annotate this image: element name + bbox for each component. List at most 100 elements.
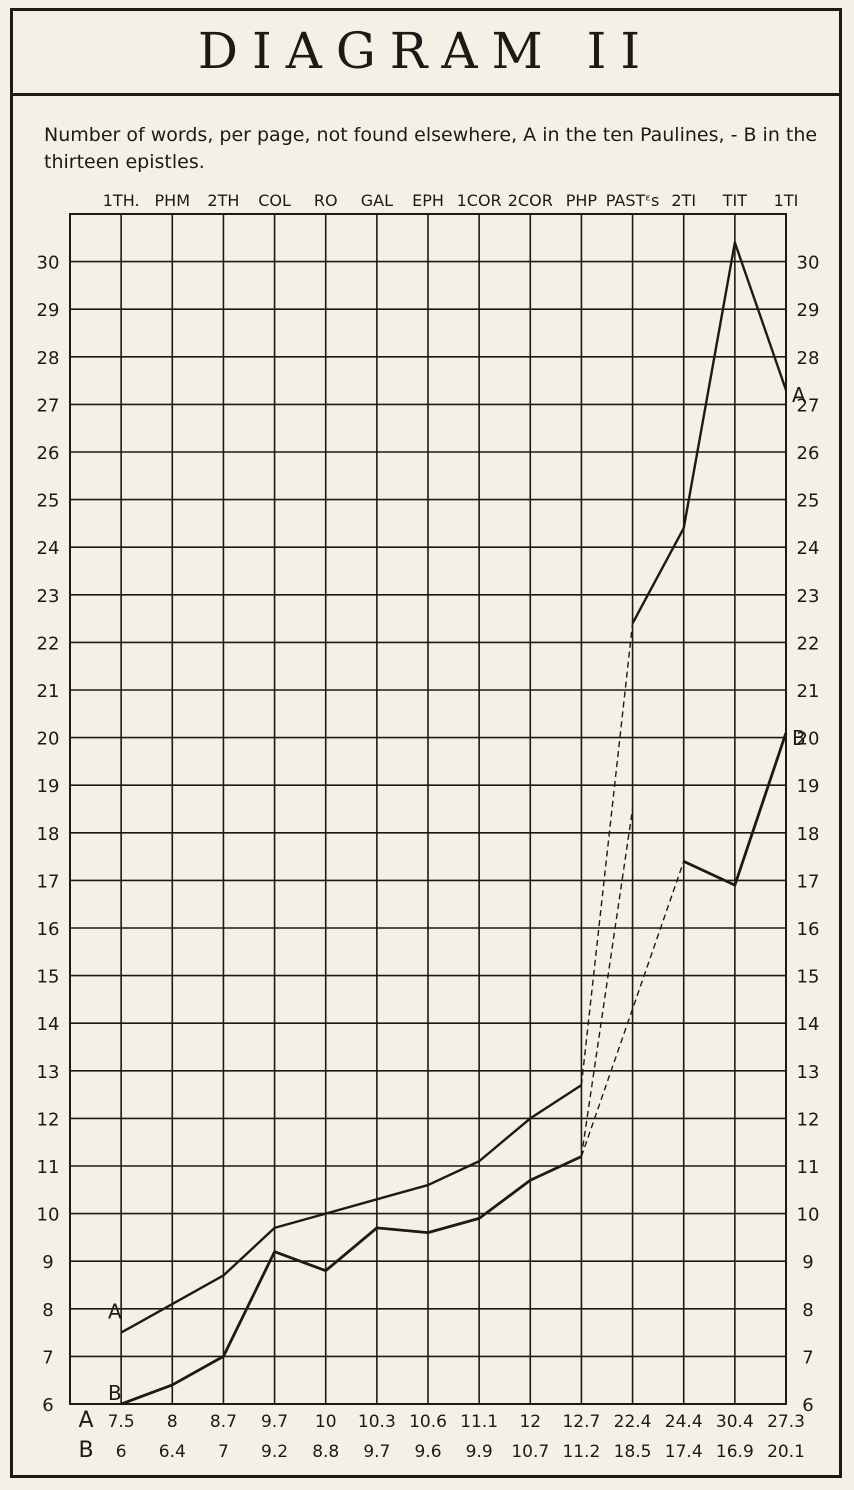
y-tick-label-right: 7 — [802, 1347, 813, 1368]
data-label-A: 22.4 — [614, 1412, 652, 1432]
data-label-A: 12 — [519, 1412, 541, 1432]
y-tick-label-right: 9 — [802, 1252, 813, 1273]
category-label: 1TI — [774, 191, 799, 210]
y-tick-label-left: 18 — [37, 824, 60, 845]
data-label-B: 9.6 — [414, 1442, 441, 1462]
data-label-B: 7 — [218, 1442, 229, 1462]
data-label-B: 6.4 — [159, 1442, 186, 1462]
y-tick-label-left: 16 — [37, 919, 60, 940]
data-label-A: 7.5 — [108, 1412, 135, 1432]
category-label: 2TH — [207, 191, 239, 210]
y-tick-label-right: 14 — [797, 1014, 820, 1035]
value-row-name-B: B — [78, 1438, 93, 1463]
series-label-A: A — [108, 1300, 122, 1324]
y-tick-label-right: 25 — [797, 491, 820, 512]
y-tick-label-right: 15 — [797, 967, 820, 988]
series-label-A: A — [792, 383, 806, 407]
data-label-B: 18.5 — [614, 1442, 652, 1462]
y-tick-label-right: 11 — [797, 1157, 820, 1178]
series-dashed-line-B — [580, 861, 685, 1157]
y-tick-label-right: 12 — [797, 1109, 820, 1130]
y-tick-label-left: 13 — [37, 1062, 60, 1083]
data-label-A: 10 — [315, 1412, 337, 1432]
data-label-B: 16.9 — [716, 1442, 754, 1462]
data-label-B: 9.9 — [466, 1442, 493, 1462]
data-label-B: 6 — [116, 1442, 127, 1462]
category-label: 1TH. — [103, 191, 140, 210]
data-label-B: 17.4 — [665, 1442, 703, 1462]
category-label: 1COR — [457, 191, 502, 210]
y-tick-label-right: 30 — [797, 253, 820, 274]
series-dashed-line-A — [580, 623, 634, 1086]
y-tick-label-left: 12 — [37, 1109, 60, 1130]
y-tick-label-right: 6 — [802, 1395, 813, 1416]
value-row-name-A: A — [78, 1408, 93, 1433]
data-label-B: 9.2 — [261, 1442, 288, 1462]
data-label-A: 8.7 — [210, 1412, 237, 1432]
y-tick-label-right: 13 — [797, 1062, 820, 1083]
category-label: EPH — [412, 191, 444, 210]
category-label: PASTᵋs — [606, 191, 660, 210]
series-line-A — [631, 527, 685, 624]
y-tick-label-left: 17 — [37, 871, 60, 892]
y-tick-label-left: 14 — [37, 1014, 60, 1035]
y-tick-label-right: 8 — [802, 1300, 813, 1321]
y-tick-label-left: 28 — [37, 348, 60, 369]
data-label-A: 27.3 — [767, 1412, 805, 1432]
data-label-A: 24.4 — [665, 1412, 703, 1432]
y-tick-label-right: 10 — [797, 1205, 820, 1226]
y-tick-label-left: 24 — [37, 538, 60, 559]
y-tick-label-left: 20 — [37, 729, 60, 750]
data-label-A: 8 — [167, 1412, 178, 1432]
y-tick-label-right: 24 — [797, 538, 820, 559]
y-tick-label-left: 30 — [37, 253, 60, 274]
series-line-A — [682, 241, 788, 529]
chart-subtitle: Number of words, per page, not found els… — [44, 124, 818, 173]
y-tick-label-left: 6 — [42, 1395, 53, 1416]
y-tick-label-right: 21 — [797, 681, 820, 702]
y-tick-label-right: 28 — [797, 348, 820, 369]
data-label-A: 10.3 — [358, 1412, 396, 1432]
category-label: GAL — [361, 191, 393, 210]
y-tick-label-left: 21 — [37, 681, 60, 702]
y-tick-label-left: 29 — [37, 300, 60, 321]
category-label: TIT — [722, 191, 747, 210]
diagram-frame — [10, 8, 842, 1478]
data-label-B: 10.7 — [511, 1442, 549, 1462]
title-box: DIAGRAM II — [10, 8, 842, 96]
y-tick-label-right: 16 — [797, 919, 820, 940]
y-tick-label-left: 10 — [37, 1205, 60, 1226]
data-label-A: 12.7 — [562, 1412, 600, 1432]
series-label-B: B — [108, 1381, 122, 1405]
data-label-B: 8.8 — [312, 1442, 339, 1462]
y-tick-label-left: 25 — [37, 491, 60, 512]
category-label: 2COR — [508, 191, 553, 210]
data-label-A: 11.1 — [460, 1412, 498, 1432]
series-dashed-line-B — [580, 808, 634, 1157]
y-tick-label-right: 17 — [797, 871, 820, 892]
series-line-B — [683, 732, 788, 887]
y-tick-label-right: 23 — [797, 586, 820, 607]
y-tick-label-left: 15 — [37, 967, 60, 988]
category-label: 2TI — [671, 191, 696, 210]
category-label: RO — [314, 191, 338, 210]
y-tick-label-left: 7 — [42, 1347, 53, 1368]
y-tick-label-right: 22 — [797, 633, 820, 654]
y-tick-label-right: 27 — [797, 395, 820, 416]
data-label-A: 10.6 — [409, 1412, 447, 1432]
y-tick-label-left: 23 — [37, 586, 60, 607]
category-label: PHM — [155, 191, 190, 210]
chart-title: DIAGRAM II — [197, 21, 655, 80]
data-label-A: 9.7 — [261, 1412, 288, 1432]
y-tick-label-left: 19 — [37, 776, 60, 797]
data-label-B: 11.2 — [562, 1442, 600, 1462]
category-label: COL — [258, 191, 291, 210]
data-label-B: 20.1 — [767, 1442, 805, 1462]
data-label-A: 30.4 — [716, 1412, 754, 1432]
category-label: PHP — [566, 191, 598, 210]
series-label-B: B — [792, 726, 806, 750]
y-tick-label-right: 18 — [797, 824, 820, 845]
y-tick-label-right: 29 — [797, 300, 820, 321]
y-tick-label-left: 22 — [37, 633, 60, 654]
